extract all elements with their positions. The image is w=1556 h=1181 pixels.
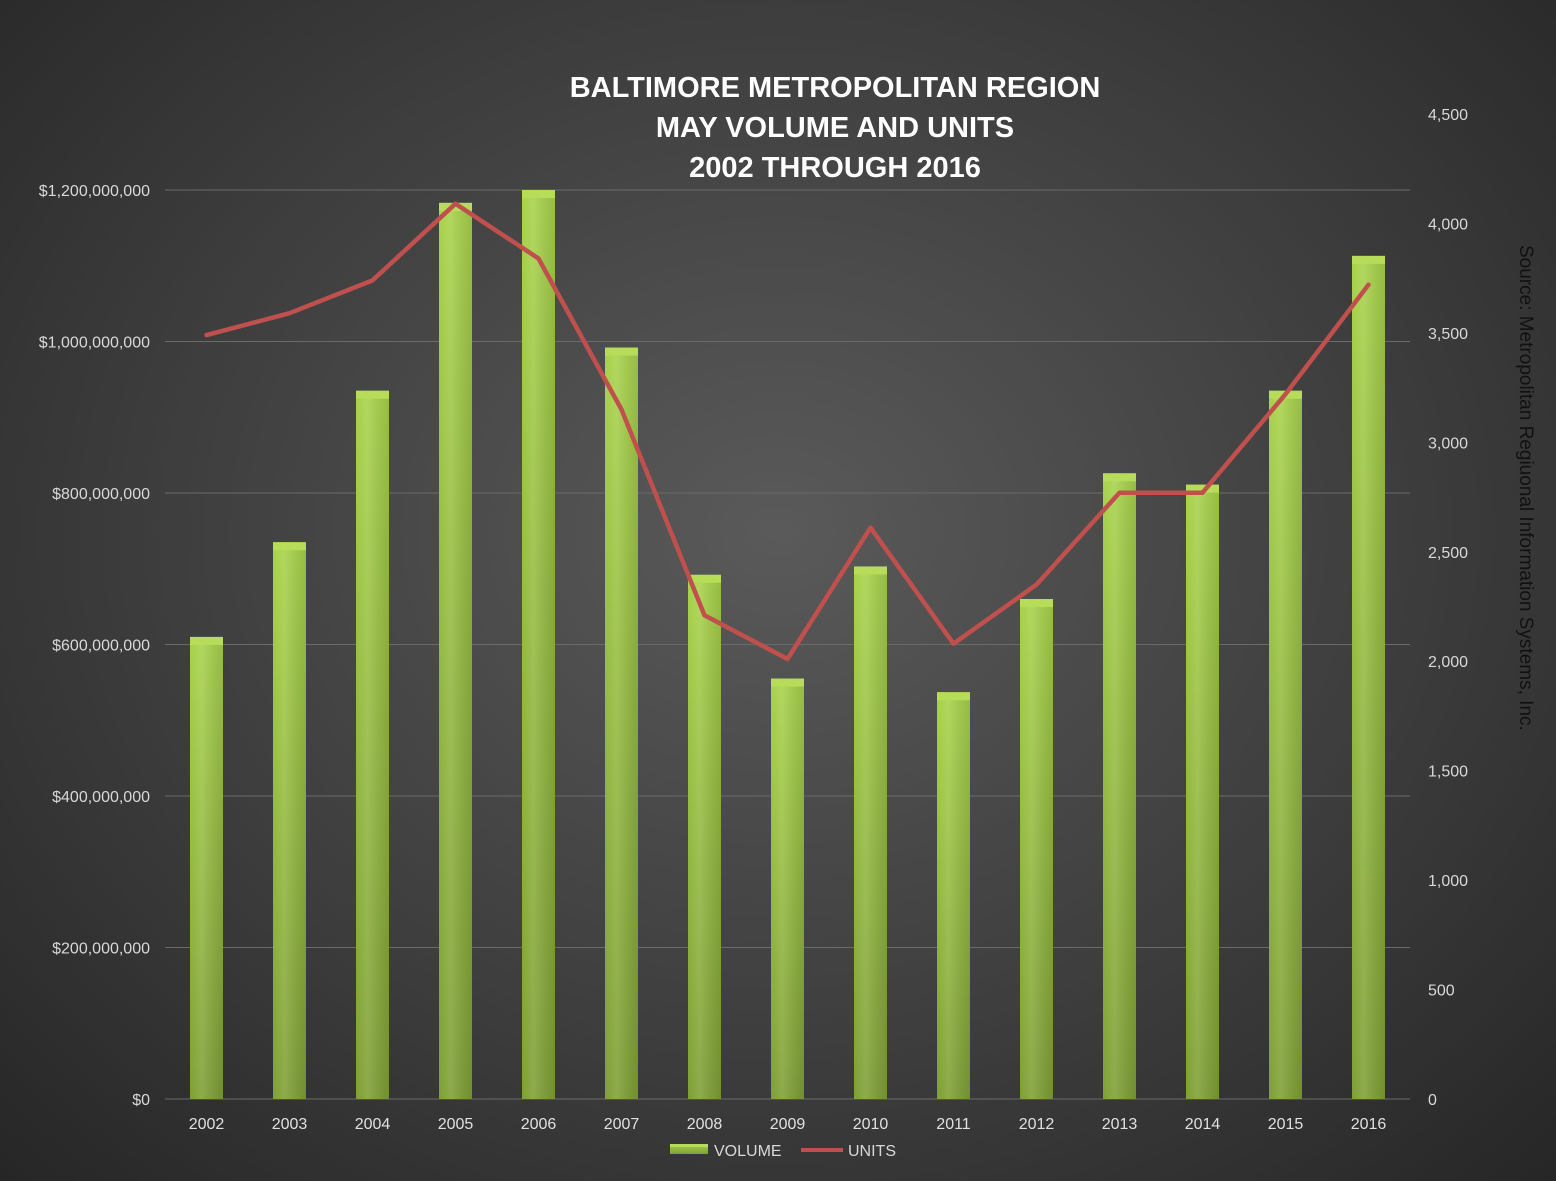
right-tick-label: 4,500	[1428, 107, 1468, 124]
bar-sheen	[688, 574, 721, 1099]
volume-bar-2013	[1103, 473, 1136, 1099]
volume-bar-2005	[439, 202, 472, 1099]
bar-cap	[439, 202, 472, 211]
legend-volume-swatch	[670, 1144, 708, 1154]
right-tick-label: 3,000	[1428, 435, 1468, 452]
volume-bars	[190, 190, 1385, 1100]
left-tick-label: $1,000,000,000	[39, 335, 150, 352]
right-tick-label: 3,500	[1428, 326, 1468, 343]
x-tick-label: 2004	[355, 1116, 391, 1133]
x-tick-label: 2013	[1102, 1116, 1138, 1133]
right-tick-label: 1,000	[1428, 873, 1468, 890]
volume-bar-2016	[1352, 255, 1385, 1100]
x-tick-label: 2008	[687, 1116, 723, 1133]
x-tick-label: 2015	[1268, 1116, 1304, 1133]
volume-bar-2007	[605, 347, 638, 1099]
bar-cap	[1020, 599, 1053, 608]
chart-title: BALTIMORE METROPOLITAN REGION MAY VOLUME …	[570, 72, 1101, 184]
left-axis: $0 $200,000,000 $400,000,000 $600,000,000 $8…	[39, 183, 150, 1109]
bar-cap	[1103, 473, 1136, 482]
volume-bar-2014	[1186, 484, 1219, 1100]
volume-bar-2009	[771, 678, 804, 1099]
left-tick-label: $800,000,000	[52, 486, 150, 503]
x-tick-label: 2002	[189, 1116, 225, 1133]
x-tick-label: 2011	[936, 1116, 971, 1133]
volume-bar-2003	[273, 542, 306, 1099]
x-tick-label: 2016	[1351, 1116, 1387, 1133]
x-tick-label: 2014	[1185, 1116, 1221, 1133]
bar-sheen	[1352, 255, 1385, 1100]
right-tick-label: 2,000	[1428, 654, 1468, 671]
legend-bar-swatch	[670, 1144, 708, 1154]
bar-sheen	[854, 566, 887, 1099]
x-tick-label: 2012	[1019, 1116, 1055, 1133]
bar-sheen	[1103, 473, 1136, 1099]
bar-cap	[1352, 255, 1385, 264]
left-tick-label: $400,000,000	[52, 789, 150, 806]
bar-cap	[771, 678, 804, 687]
right-tick-label: 1,500	[1428, 764, 1468, 781]
volume-bar-2004	[356, 390, 389, 1099]
bar-sheen	[1186, 484, 1219, 1100]
x-tick-label: 2009	[770, 1116, 806, 1133]
legend-bar-cap	[670, 1144, 708, 1147]
bar-sheen	[356, 390, 389, 1099]
title-line-3: 2002 THROUGH 2016	[689, 152, 981, 184]
bar-cap	[854, 566, 887, 575]
x-axis: 2002 2003 2004 2005 2006 2007 2008 2009 2010 2011…	[189, 1116, 1387, 1133]
x-tick-label: 2007	[604, 1116, 640, 1133]
bar-cap	[190, 636, 223, 645]
bar-sheen	[1269, 390, 1302, 1099]
left-tick-label: $1,200,000,000	[39, 183, 150, 200]
bar-sheen	[439, 202, 472, 1099]
right-tick-label: 0	[1428, 1092, 1437, 1109]
right-tick-label: 4,000	[1428, 216, 1468, 233]
title-line-2: MAY VOLUME AND UNITS	[656, 112, 1014, 144]
units-line	[204, 201, 1371, 662]
x-tick-label: 2006	[521, 1116, 557, 1133]
bar-sheen	[937, 692, 970, 1099]
volume-bar-2006	[522, 190, 555, 1099]
bar-cap	[522, 190, 555, 198]
x-tick-label: 2005	[438, 1116, 474, 1133]
right-tick-label: 500	[1428, 983, 1455, 1000]
right-axis: 0 500 1,000 1,500 2,000 2,500 3,000 3,500 4,000 4…	[1428, 107, 1468, 1109]
source-text: Source: Metropolitan Regiuonal Informati…	[1515, 245, 1536, 731]
x-tick-label: 2010	[853, 1116, 889, 1133]
units-series-line	[204, 201, 1371, 662]
volume-bar-2011	[937, 692, 970, 1099]
source-note: Source: Metropolitan Regiuonal Informati…	[1515, 245, 1536, 731]
volume-bar-2015	[1269, 390, 1302, 1099]
volume-bar-2010	[854, 566, 887, 1099]
bar-cap	[688, 574, 721, 583]
volume-bar-2008	[688, 574, 721, 1099]
left-tick-label: $600,000,000	[52, 638, 150, 655]
bar-cap	[605, 347, 638, 356]
bar-sheen	[190, 636, 223, 1099]
bar-cap	[356, 390, 389, 399]
legend: VOLUME UNITS	[670, 1143, 896, 1160]
title-line-1: BALTIMORE METROPOLITAN REGION	[570, 72, 1101, 104]
legend-units-label: UNITS	[848, 1143, 896, 1160]
bar-cap	[937, 692, 970, 701]
bar-cap	[1186, 484, 1219, 493]
bar-cap	[273, 542, 306, 551]
bar-sheen	[1020, 599, 1053, 1099]
bar-sheen	[771, 678, 804, 1099]
left-tick-label: $200,000,000	[52, 941, 150, 958]
bar-sheen	[273, 542, 306, 1099]
volume-bar-2002	[190, 636, 223, 1099]
bar-sheen	[522, 190, 555, 1099]
bar-sheen	[605, 347, 638, 1099]
volume-bar-2012	[1020, 599, 1053, 1099]
legend-volume-label: VOLUME	[714, 1143, 782, 1160]
right-tick-label: 2,500	[1428, 545, 1468, 562]
x-tick-label: 2003	[272, 1116, 308, 1133]
left-tick-label: $0	[132, 1092, 150, 1109]
